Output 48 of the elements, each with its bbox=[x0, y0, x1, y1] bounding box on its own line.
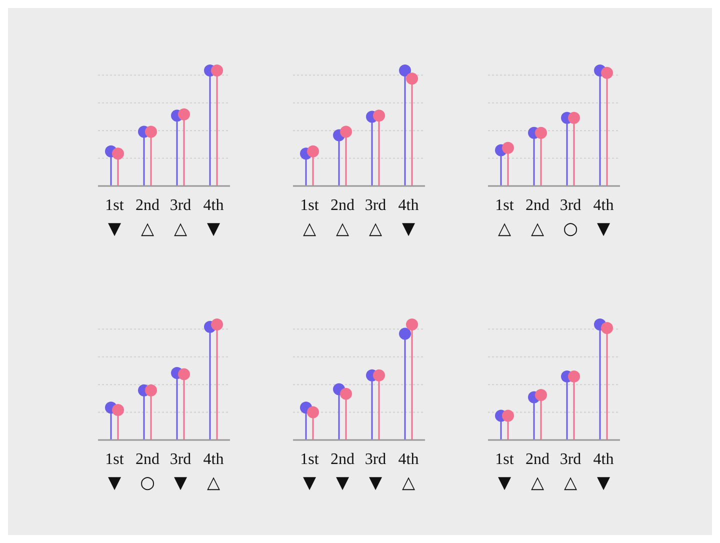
x-tick-label: 4th bbox=[593, 197, 614, 214]
x-tick-label: 4th bbox=[203, 451, 224, 468]
x-tick-label: 3rd bbox=[364, 451, 386, 468]
x-tick-label: 3rd bbox=[560, 197, 582, 214]
text: ▼ bbox=[596, 219, 611, 239]
text: ○ bbox=[140, 473, 155, 493]
text: ▼ bbox=[596, 473, 611, 493]
text: △ bbox=[368, 219, 383, 239]
text: △ bbox=[302, 219, 317, 239]
text: ▼ bbox=[174, 473, 188, 493]
text: ▼ bbox=[402, 219, 416, 239]
text: △ bbox=[174, 219, 188, 239]
text: ▼ bbox=[302, 473, 317, 493]
text: ▼ bbox=[368, 473, 383, 493]
text: ▼ bbox=[108, 219, 122, 239]
text: △ bbox=[140, 219, 155, 239]
text: △ bbox=[530, 473, 545, 493]
x-tick-label: 2nd bbox=[526, 197, 550, 214]
x-tick-label: 1st bbox=[300, 451, 320, 468]
x-tick-label: 1st bbox=[105, 197, 124, 214]
text: △ bbox=[530, 219, 545, 239]
x-tick-label: 3rd bbox=[560, 451, 582, 468]
text: ▼ bbox=[206, 219, 221, 239]
text: △ bbox=[498, 219, 512, 239]
text: △ bbox=[564, 473, 578, 493]
x-tick-label: 1st bbox=[495, 451, 514, 468]
x-tick-label: 4th bbox=[398, 197, 419, 214]
x-tick-label: 3rd bbox=[170, 451, 192, 468]
x-tick-label: 1st bbox=[300, 197, 320, 214]
text: ▼ bbox=[498, 473, 512, 493]
text: △ bbox=[336, 219, 350, 239]
x-tick-label: 3rd bbox=[170, 197, 192, 214]
x-tick-label: 4th bbox=[398, 451, 419, 468]
x-tick-label: 1st bbox=[105, 451, 124, 468]
text: △ bbox=[402, 473, 416, 493]
x-tick-label: 3rd bbox=[364, 197, 386, 214]
x-tick-label: 2nd bbox=[526, 451, 550, 468]
x-tick-label: 2nd bbox=[136, 451, 160, 468]
x-tick-label: 2nd bbox=[136, 197, 160, 214]
text: △ bbox=[206, 473, 221, 493]
x-tick-label: 4th bbox=[593, 451, 614, 468]
text: ▼ bbox=[108, 473, 122, 493]
text: ▼ bbox=[336, 473, 350, 493]
text: ○ bbox=[563, 219, 578, 239]
x-tick-label: 2nd bbox=[330, 197, 354, 214]
x-tick-label: 2nd bbox=[330, 451, 354, 468]
x-tick-label: 1st bbox=[495, 197, 514, 214]
x-tick-label: 4th bbox=[203, 197, 224, 214]
